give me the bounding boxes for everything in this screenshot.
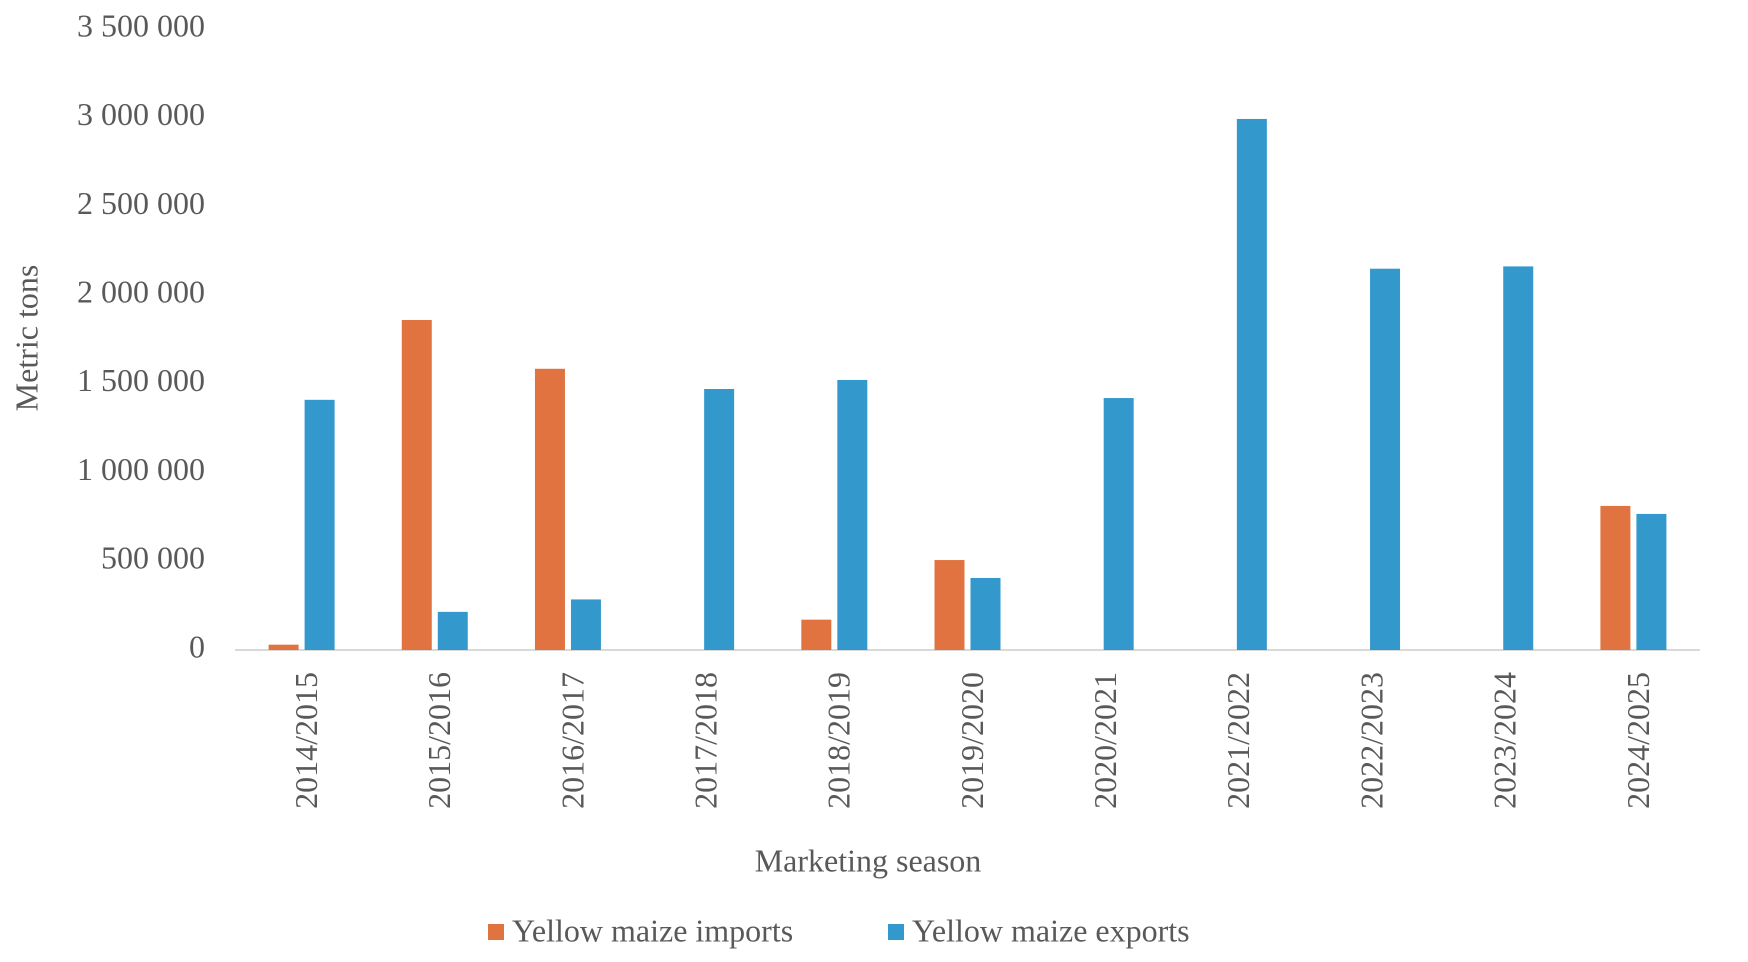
x-tick-label: 2015/2016 [421,672,457,809]
y-tick-label: 2 000 000 [77,273,205,309]
y-tick-label: 0 [189,628,205,664]
bar [704,389,735,650]
legend-label: Yellow maize exports [912,912,1190,948]
bar [1103,398,1134,650]
y-tick-label: 2 500 000 [77,185,205,221]
y-tick-label: 500 000 [101,540,205,576]
bar [1600,505,1631,650]
y-tick-label: 3 500 000 [77,7,205,43]
y-tick-label: 1 500 000 [77,362,205,398]
bar [401,319,432,650]
bar [837,379,868,650]
bar [268,644,299,650]
bar [1236,118,1267,650]
bar [934,560,965,650]
bar [304,399,335,650]
x-tick-label: 2021/2022 [1220,672,1256,809]
x-tick-label: 2023/2024 [1487,672,1523,809]
legend-swatch [888,924,904,940]
x-tick-label: 2016/2017 [554,672,590,809]
y-axis-title: Metric tons [8,265,44,412]
y-tick-label: 3 000 000 [77,96,205,132]
x-tick-label: 2019/2020 [954,672,990,809]
x-tick-label: 2014/2015 [288,672,324,809]
x-tick-label: 2017/2018 [687,672,723,809]
x-tick-label: 2020/2021 [1087,672,1123,809]
bar [570,599,601,650]
legend-label: Yellow maize imports [512,912,793,948]
bar [1370,268,1401,650]
legend-swatch [488,924,504,940]
bar [970,577,1001,650]
bar [534,368,565,650]
x-tick-label: 2018/2019 [821,672,857,809]
bar [801,619,832,650]
x-tick-label: 2022/2023 [1353,672,1389,809]
bar [1503,266,1534,650]
x-axis-title: Marketing season [755,842,982,878]
x-tick-label: 2024/2025 [1620,672,1656,809]
bar [437,611,468,650]
y-tick-label: 1 000 000 [77,451,205,487]
bar [1636,513,1667,650]
